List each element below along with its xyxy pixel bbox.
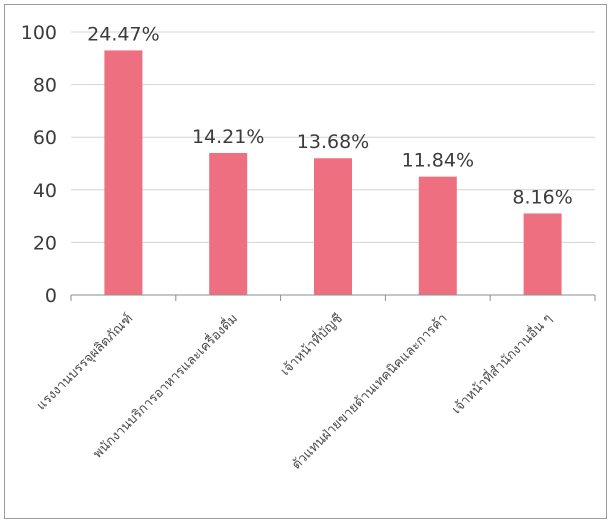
bar-1	[104, 50, 143, 295]
data-label-2: 14.21%	[192, 126, 264, 148]
y-axis-tick-labels: 0 20 40 60 80 100	[21, 22, 57, 307]
data-label-4: 11.84%	[402, 150, 474, 172]
data-label-5: 8.16%	[512, 186, 572, 208]
bar-4	[418, 176, 457, 295]
category-label-5: เจ้าหน้าที่สำนักงานอื่น ๆ	[448, 310, 556, 418]
bar-3	[314, 158, 352, 295]
chart-frame: 0 20 40 60 80 100 24.47% 14.21% 13.68% 11.84% 8.1…	[4, 4, 607, 519]
bar-2	[209, 152, 248, 295]
category-label-3: เจ้าหน้าที่บัญชี	[277, 310, 346, 379]
y-tick-label-40: 40	[33, 180, 57, 202]
y-tick-label-60: 60	[33, 127, 57, 149]
y-tick-label-80: 80	[33, 75, 57, 97]
data-label-1: 24.47%	[87, 23, 159, 45]
x-axis	[70, 294, 596, 301]
bar-chart: 0 20 40 60 80 100 24.47% 14.21% 13.68% 11.84% 8.1…	[21, 22, 596, 473]
gridlines	[71, 31, 595, 243]
bar-5	[523, 213, 562, 295]
data-labels: 24.47% 14.21% 13.68% 11.84% 8.16%	[87, 23, 573, 208]
y-tick-label-0: 0	[45, 285, 57, 307]
data-label-3: 13.68%	[297, 131, 369, 153]
x-axis-category-labels: แรงงานบรรจุผลิตภัณฑ์พนักงานบริการอาหารแล…	[33, 310, 555, 473]
category-label-1: แรงงานบรรจุผลิตภัณฑ์	[33, 311, 136, 414]
y-tick-label-20: 20	[33, 232, 57, 254]
bars	[104, 50, 562, 295]
y-tick-label-100: 100	[21, 22, 57, 44]
